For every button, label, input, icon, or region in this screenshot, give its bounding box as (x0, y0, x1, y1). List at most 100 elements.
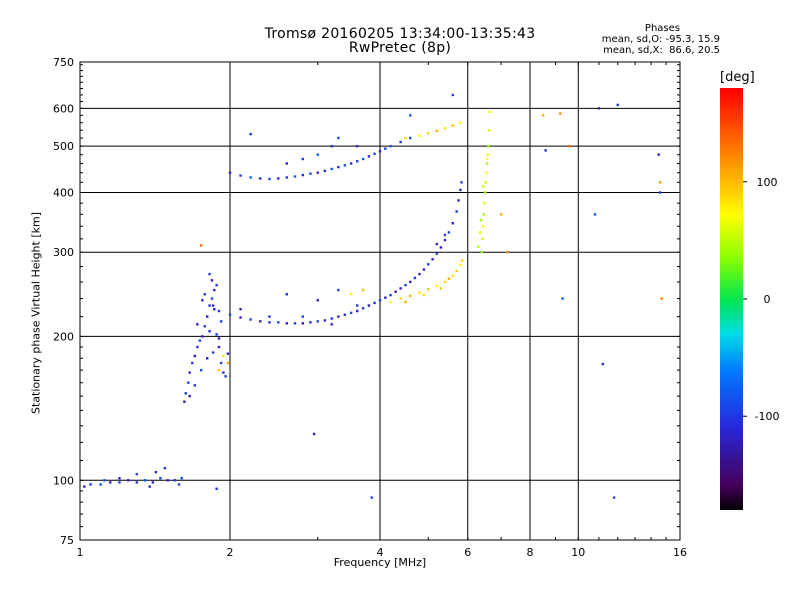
y-tick-label: 75 (60, 534, 74, 547)
colorbar-slice (720, 286, 743, 288)
colorbar-slice (720, 338, 743, 340)
x-tick-label: 16 (673, 546, 687, 559)
echo-point (228, 171, 232, 174)
colorbar-slice (720, 92, 743, 94)
echo-point (180, 477, 183, 480)
colorbar-slice (720, 288, 743, 290)
echo-point (259, 177, 262, 180)
echo-point (151, 481, 155, 484)
colorbar-slice (720, 190, 743, 192)
colorbar-slice (720, 456, 743, 458)
colorbar-slice (720, 406, 743, 408)
colorbar-slice (720, 106, 743, 108)
colorbar-slice (720, 270, 743, 272)
echo-point (293, 322, 297, 325)
colorbar-slice (720, 294, 743, 296)
colorbar-slice (720, 180, 743, 182)
colorbar-slice (720, 390, 743, 392)
colorbar-slice (720, 424, 743, 426)
colorbar-slice (720, 366, 743, 368)
colorbar-slice (720, 374, 743, 376)
echo-point (277, 177, 280, 180)
echo-point (203, 325, 206, 328)
echo-point (409, 294, 412, 298)
colorbar-slice (720, 458, 743, 460)
echo-point (239, 307, 242, 311)
echo-point (217, 368, 221, 372)
colorbar-slice (720, 166, 743, 168)
echo-point (268, 321, 271, 324)
colorbar-slice (720, 296, 743, 298)
colorbar-slice (720, 362, 743, 364)
echo-point (459, 121, 462, 124)
echo-point (435, 252, 438, 255)
y-tick-label: 500 (53, 140, 74, 153)
echo-point (435, 129, 438, 133)
colorbar-slice (720, 476, 743, 478)
colorbar-slice (720, 368, 743, 370)
echo-point (384, 147, 387, 150)
echo-point (301, 173, 305, 177)
echo-point (337, 288, 340, 292)
colorbar-slice (720, 248, 743, 250)
echo-point (163, 466, 167, 470)
echo-point (658, 181, 662, 184)
colorbar-slice (720, 318, 743, 320)
colorbar-slice (720, 388, 743, 390)
colorbar-slice (720, 322, 743, 324)
colorbar-slice (720, 352, 743, 354)
echo-point (330, 323, 333, 326)
colorbar-slice (720, 122, 743, 124)
axis-ticks: 1 2 4 6 8 10 16 75 100 200 300 400 500 600 750 (53, 56, 687, 559)
x-tick-label: 10 (571, 546, 585, 559)
echo-point (166, 479, 169, 482)
echo-point (378, 150, 382, 153)
echo-point (485, 162, 489, 165)
colorbar-slice (720, 482, 743, 484)
colorbar-slice (720, 246, 743, 248)
echo-point (361, 157, 365, 161)
colorbar-slice (720, 252, 743, 254)
echo-point (159, 477, 162, 480)
colorbar-slice (720, 162, 743, 164)
colorbar-slice (720, 96, 743, 98)
colorbar-slice (720, 382, 743, 384)
echo-point (213, 307, 216, 311)
colorbar-slice (720, 408, 743, 410)
colorbar-slice (720, 208, 743, 210)
echo-point (224, 375, 227, 378)
colorbar-slice (720, 436, 743, 438)
colorbar-slice (720, 268, 743, 270)
colorbar-slice (720, 172, 743, 174)
colorbar-slice (720, 422, 743, 424)
colorbar-slice (720, 176, 743, 178)
colorbar-slice (720, 378, 743, 380)
colorbar-slice (720, 146, 743, 148)
echo-point (211, 351, 215, 354)
colorbar-slice (720, 214, 743, 216)
echo-point (451, 124, 455, 127)
echo-point (447, 231, 451, 234)
colorbar-slice (720, 360, 743, 362)
colorbar-slice (720, 434, 743, 436)
colorbar-slice (720, 240, 743, 242)
colorbar-slice (720, 404, 743, 406)
colorbar-slice (720, 266, 743, 268)
colorbar-slice (720, 194, 743, 196)
colorbar-slice (720, 492, 743, 494)
colorbar-slice (720, 448, 743, 450)
colorbar-slice (720, 484, 743, 486)
colorbar-slice (720, 396, 743, 398)
echo-point (413, 276, 417, 280)
colorbar-slice (720, 108, 743, 110)
echo-point (373, 301, 376, 305)
colorbar-slice (720, 228, 743, 230)
echo-point (118, 477, 121, 480)
echo-point (143, 479, 147, 482)
colorbar-slice (720, 444, 743, 446)
colorbar-slice (720, 164, 743, 166)
echo-point (312, 432, 316, 436)
echo-point (177, 483, 181, 486)
echo-point (89, 483, 92, 486)
colorbar-slice (720, 140, 743, 142)
